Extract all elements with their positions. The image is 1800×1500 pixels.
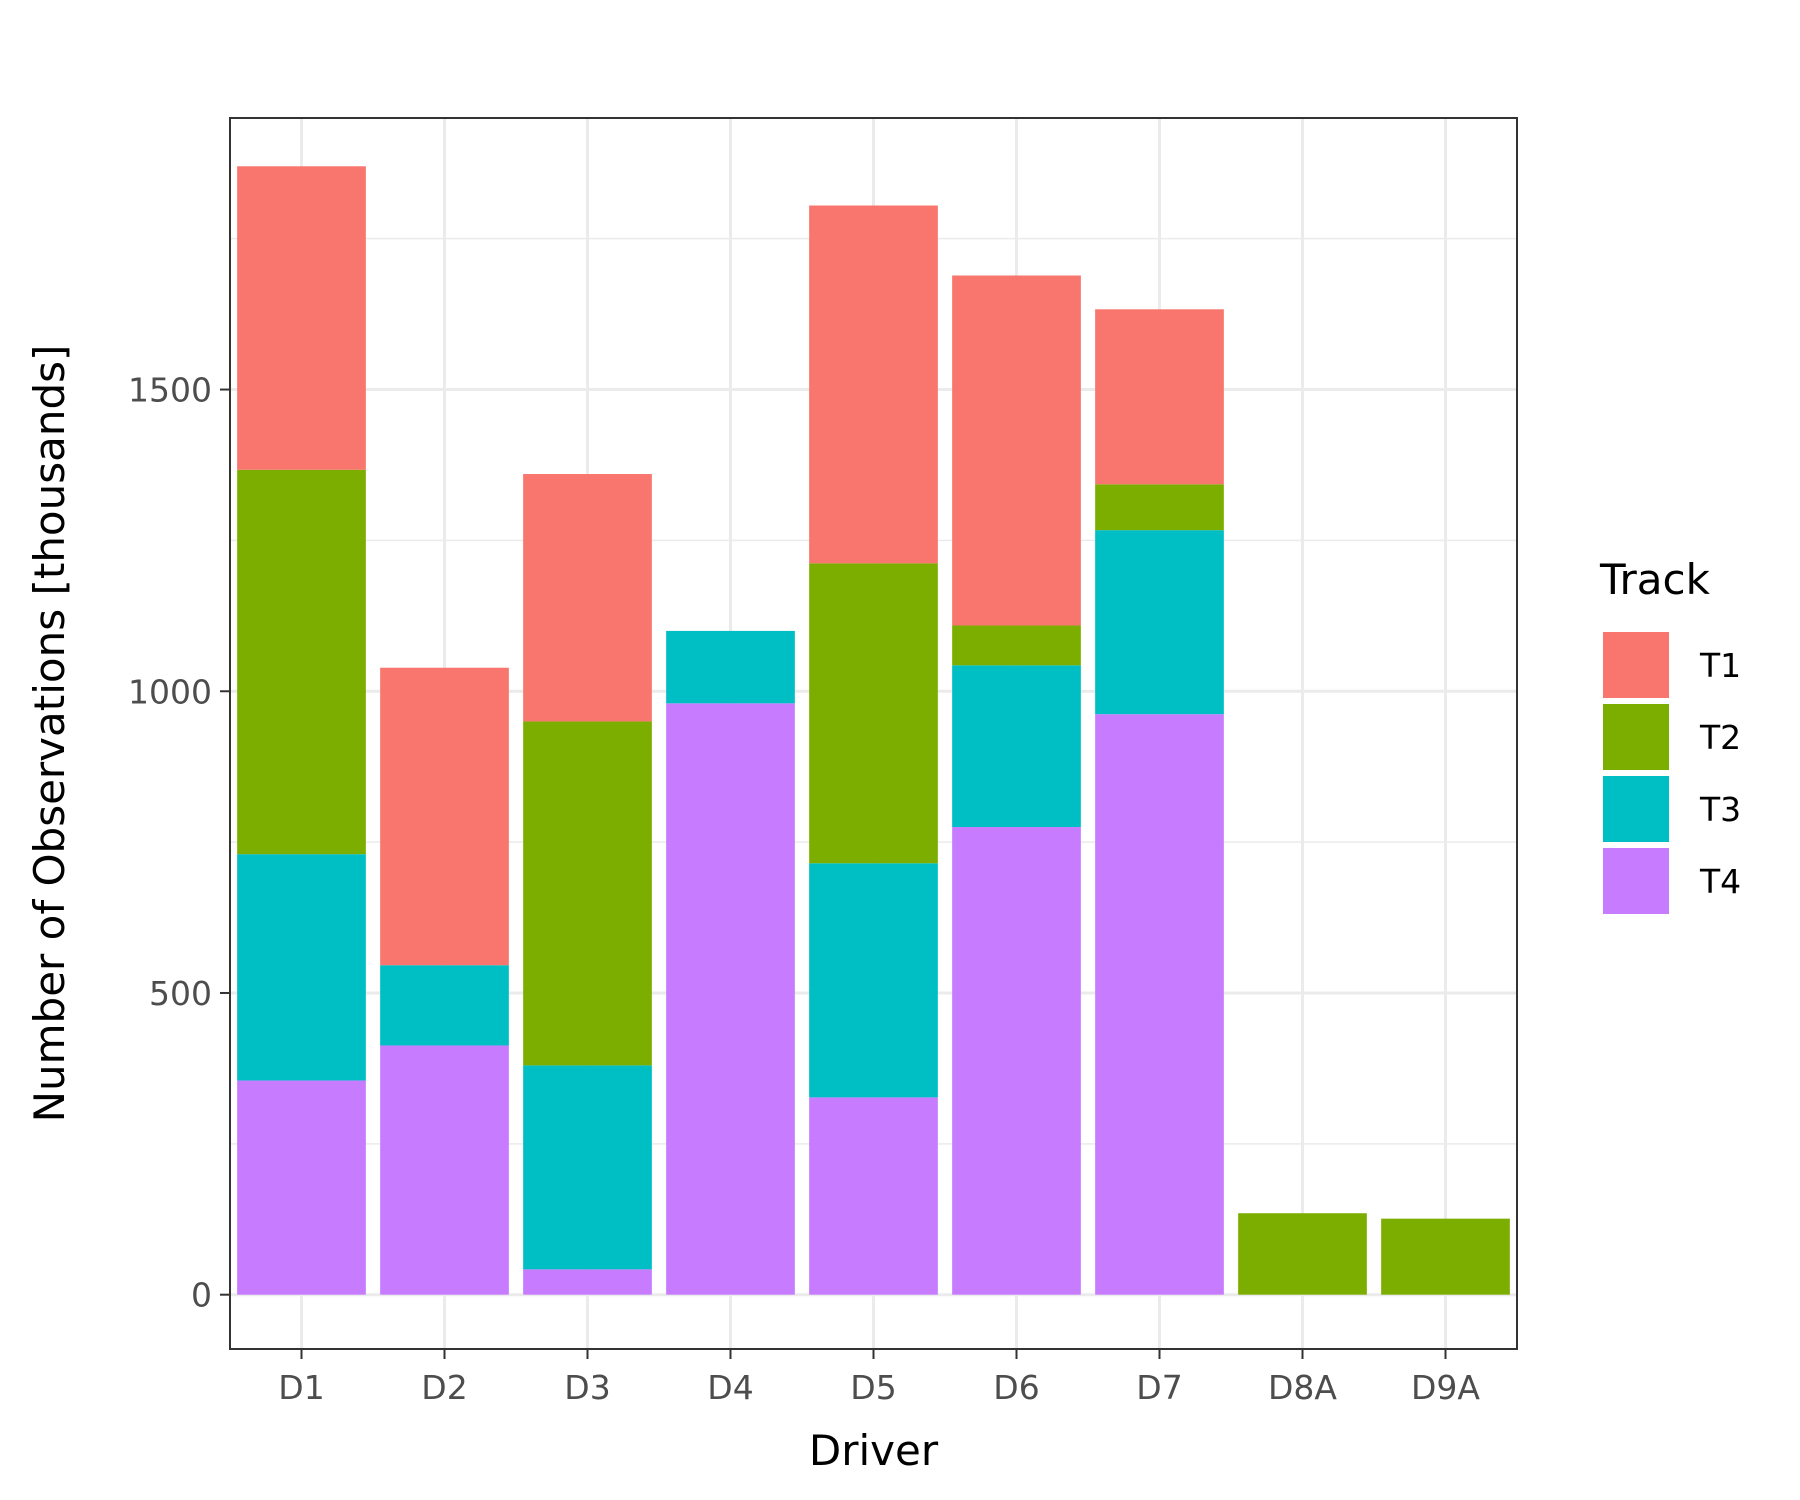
bar-D4-T3 [666, 630, 795, 704]
bar-D1-T3 [237, 854, 366, 1081]
bar-D1-T1 [237, 166, 366, 470]
x-tick-label: D6 [993, 1368, 1039, 1407]
y-tick-label: 1500 [128, 371, 212, 410]
x-tick-label: D3 [564, 1368, 610, 1407]
bar-D2-T4 [380, 1045, 509, 1295]
bar-D6-T3 [952, 665, 1081, 828]
y-tick-label: 500 [149, 974, 212, 1013]
legend-label-T4: T4 [1699, 862, 1741, 901]
bar-D4-T4 [666, 703, 795, 1295]
legend-label-T1: T1 [1699, 646, 1741, 685]
x-tick-label: D8A [1268, 1368, 1337, 1407]
legend: Track T1 T2 T3 T4 [1599, 555, 1741, 914]
bar-D9A-T2 [1381, 1218, 1510, 1295]
x-tick-label: D9A [1411, 1368, 1480, 1407]
axes: 0 500 1000 1500 D1 D2 D3 D4 D5 D6 D7 D8A D9A [128, 371, 1480, 1407]
x-tick-label: D7 [1136, 1368, 1182, 1407]
legend-swatch-T3 [1603, 776, 1669, 842]
bar-D5-T1 [809, 205, 938, 564]
bar-D5-T3 [809, 863, 938, 1098]
x-tick-label: D4 [707, 1368, 753, 1407]
bar-D8A-T2 [1238, 1213, 1367, 1295]
legend-label-T3: T3 [1699, 790, 1741, 829]
legend-swatch-T4 [1603, 848, 1669, 914]
bar-D6-T2 [952, 625, 1081, 666]
x-axis-title: Driver [809, 1426, 939, 1475]
bar-D3-T3 [523, 1065, 652, 1270]
bars [237, 166, 1510, 1295]
x-tick-label: D1 [278, 1368, 324, 1407]
y-tick-label: 0 [191, 1276, 212, 1315]
bar-D1-T4 [237, 1080, 366, 1295]
bar-D5-T2 [809, 563, 938, 864]
legend-swatch-T2 [1603, 704, 1669, 770]
bar-D1-T2 [237, 469, 366, 855]
bar-D7-T4 [1095, 714, 1224, 1295]
legend-label-T2: T2 [1699, 718, 1741, 757]
x-tick-label: D2 [421, 1368, 467, 1407]
bar-D3-T2 [523, 721, 652, 1066]
bar-D2-T1 [380, 667, 509, 966]
y-axis-title: Number of Observations [thousands] [25, 345, 74, 1123]
bar-D3-T4 [523, 1269, 652, 1295]
bar-D3-T1 [523, 474, 652, 722]
bar-D6-T4 [952, 827, 1081, 1295]
bar-D7-T2 [1095, 484, 1224, 531]
legend-swatch-T1 [1603, 632, 1669, 698]
bar-D2-T3 [380, 965, 509, 1046]
legend-title: Track [1599, 555, 1711, 604]
x-tick-label: D5 [850, 1368, 896, 1407]
bar-D6-T1 [952, 275, 1081, 626]
legend-items: T1 T2 T3 T4 [1603, 632, 1741, 914]
bar-D5-T4 [809, 1097, 938, 1295]
bar-D7-T1 [1095, 309, 1224, 485]
y-tick-label: 1000 [128, 672, 212, 711]
bar-D7-T3 [1095, 530, 1224, 715]
